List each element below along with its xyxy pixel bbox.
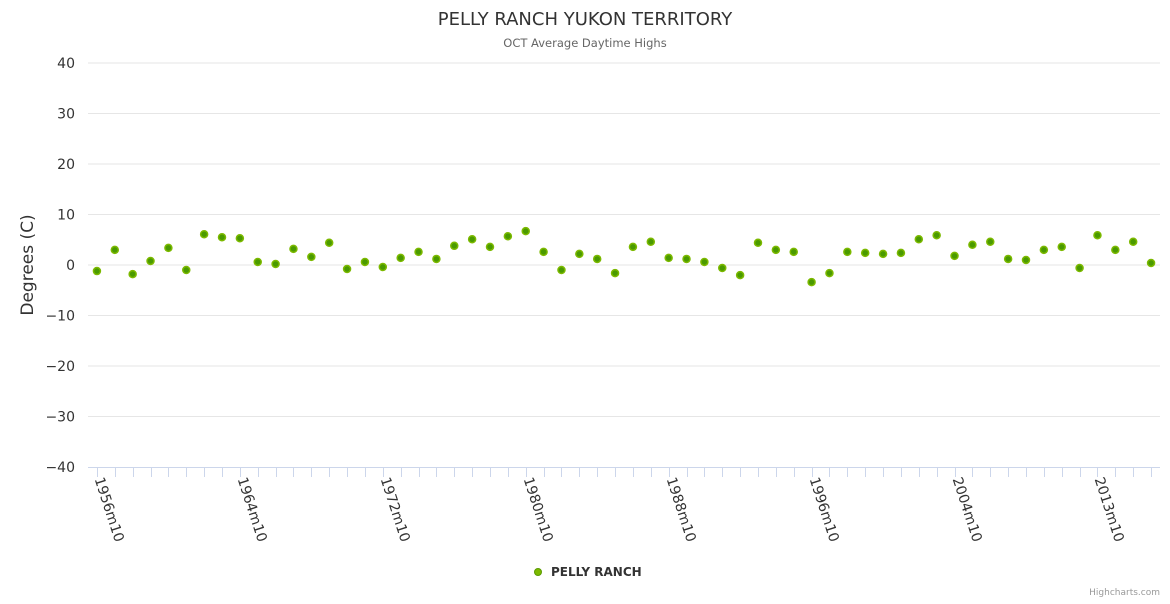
x-tick-label: 2013m10 <box>1091 475 1127 544</box>
data-point <box>271 259 280 269</box>
data-point <box>735 270 745 280</box>
x-tick-label: 1988m10 <box>663 475 699 544</box>
y-tick-label: −30 <box>45 410 75 426</box>
data-point <box>521 226 530 236</box>
data-point <box>986 237 995 247</box>
data-point <box>1075 263 1084 273</box>
data-point <box>914 234 924 244</box>
data-point <box>789 247 798 257</box>
data-point <box>396 253 405 263</box>
data-point <box>360 257 370 267</box>
data-point <box>771 245 781 255</box>
data-point <box>1128 237 1138 247</box>
x-tick-label: 1972m10 <box>377 475 413 544</box>
data-point <box>646 237 656 247</box>
data-point <box>432 254 441 264</box>
data-point <box>628 242 638 252</box>
data-point <box>324 238 334 248</box>
y-tick-label: 10 <box>57 208 75 224</box>
data-point <box>700 257 709 267</box>
data-point <box>110 245 120 255</box>
data-point <box>1111 245 1120 255</box>
x-tick-label: 1956m10 <box>91 475 127 544</box>
data-point <box>450 241 459 251</box>
y-tick-label: 0 <box>66 258 75 274</box>
data-point <box>950 251 959 261</box>
data-point <box>199 229 209 239</box>
data-point <box>289 244 298 254</box>
y-axis-title: Degrees (C) <box>18 214 38 315</box>
data-point <box>1093 230 1102 240</box>
data-point <box>843 247 852 257</box>
chart-title: PELLY RANCH YUKON TERRITORY <box>438 9 734 30</box>
data-point <box>878 249 888 259</box>
data-point <box>146 256 155 266</box>
data-point <box>825 268 834 278</box>
legend-item[interactable]: PELLY RANCH <box>534 565 642 579</box>
y-tick-label: −40 <box>45 460 75 476</box>
data-point <box>1039 245 1049 255</box>
data-point <box>128 269 137 279</box>
y-tick-label: 20 <box>57 157 75 173</box>
data-point <box>182 265 191 275</box>
data-point <box>307 252 316 262</box>
data-point <box>253 257 262 267</box>
data-point <box>860 248 870 258</box>
chart-subtitle: OCT Average Daytime Highs <box>503 36 666 50</box>
data-point <box>896 248 906 258</box>
x-tick-label: 2004m10 <box>949 475 985 544</box>
data-point <box>610 268 620 278</box>
data-point <box>92 266 102 276</box>
data-point <box>968 240 977 250</box>
legend-label: PELLY RANCH <box>551 565 642 579</box>
data-point <box>932 230 941 240</box>
y-tick-label: 30 <box>57 107 75 123</box>
y-tick-label: −10 <box>45 309 75 325</box>
data-point <box>485 242 495 252</box>
data-point <box>718 263 727 273</box>
data-point <box>557 265 566 275</box>
x-tick-label: 1996m10 <box>806 475 842 544</box>
data-point <box>1003 254 1013 264</box>
data-point <box>503 231 513 241</box>
data-point <box>1021 255 1031 265</box>
data-point <box>539 247 548 257</box>
data-point <box>1146 258 1156 268</box>
data-point <box>342 264 352 274</box>
data-point <box>378 262 388 272</box>
data-point <box>592 254 602 264</box>
data-point <box>414 247 423 257</box>
data-point <box>1057 242 1066 252</box>
x-tick-label: 1964m10 <box>234 475 270 544</box>
data-point <box>753 238 763 248</box>
data-point <box>575 249 584 259</box>
credits-link[interactable]: Highcharts.com <box>1089 588 1160 598</box>
data-point <box>664 253 673 263</box>
data-point <box>807 277 816 287</box>
data-point <box>217 232 227 242</box>
y-tick-label: 40 <box>57 56 75 72</box>
data-point <box>164 243 173 253</box>
data-point <box>467 234 477 244</box>
legend-marker <box>534 568 542 576</box>
x-tick-label: 1980m10 <box>520 475 556 544</box>
y-tick-label: −20 <box>45 359 75 375</box>
data-point <box>235 233 245 243</box>
data-point <box>682 254 691 264</box>
